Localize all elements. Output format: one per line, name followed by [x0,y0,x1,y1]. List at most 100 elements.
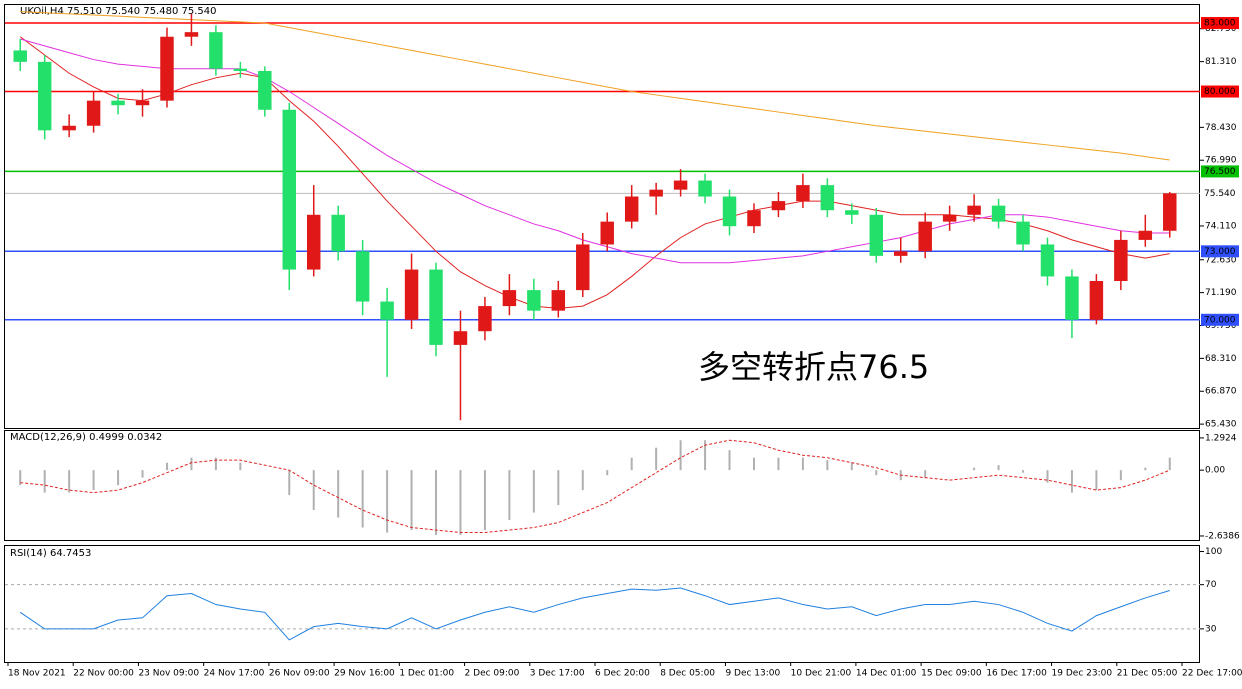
candle-body [258,70,272,110]
y-tick-label: 82.750 [1205,24,1237,34]
x-tick-label: 14 Dec 01:00 [856,669,917,679]
rsi-line [19,587,1170,641]
candle-body [380,301,394,320]
candle-body [1089,280,1104,320]
candle-body [86,100,101,126]
candle-body [478,306,492,332]
candle-body [331,214,345,252]
level-label-box [1201,17,1239,30]
x-tick-label: 23 Nov 09:00 [138,669,199,679]
x-tick-label: 10 Dec 21:00 [791,669,852,679]
candle-body [184,32,199,37]
moving-average [19,36,1170,309]
level-label-box [1201,85,1239,98]
x-tick-label: 29 Nov 16:00 [334,669,395,679]
candle-body [869,214,883,256]
y-tick-label: 0.00 [1205,466,1225,476]
price-pane [4,4,1200,429]
level-label: 80.000 [1204,87,1236,97]
candle-body [722,196,737,227]
x-tick-label: 16 Dec 17:00 [986,669,1047,679]
level-label: 83.000 [1204,19,1236,29]
y-tick-label: 76.990 [1205,156,1237,166]
x-tick-label: 1 Dec 01:00 [399,669,454,679]
y-tick-label: 100 [1205,547,1222,557]
candle-body [551,290,566,311]
signal-line [20,439,1170,534]
candle-body [111,100,125,106]
y-tick-label: 30 [1205,624,1217,634]
x-tick-label: 2 Dec 09:00 [465,669,520,679]
chart-title: UKOil,H4 75.510 75.540 75.480 75.540 [20,6,217,17]
candle-body [845,210,859,215]
candle-body [1016,221,1030,245]
rsi-title: RSI(14) 64.7453 [10,548,91,559]
candle-body [991,205,1006,222]
y-tick-label: -2.6386 [1205,531,1240,541]
y-tick-label: 68.310 [1205,354,1237,364]
moving-average [20,11,1170,161]
level-label-box [1201,165,1239,178]
candle-body [62,125,76,131]
candle-body [1065,276,1079,320]
y-tick-label: 69.750 [1205,321,1237,331]
candle-body [698,180,712,197]
candle-body [160,36,174,101]
y-tick-label: 78.430 [1205,123,1237,133]
level-label-box [1201,313,1239,326]
y-tick-label: 81.310 [1205,57,1237,67]
candle-body [942,214,957,222]
x-tick-label: 15 Dec 09:00 [921,669,982,679]
candle-body [233,68,248,71]
candle-body [624,196,639,222]
candle-body [13,50,27,62]
candle-body [37,61,52,131]
annotation: 多空转折点76.5 [698,348,929,386]
candle-body [135,100,150,106]
candle-body [649,189,663,197]
x-tick-label: 18 Nov 2021 [8,669,66,679]
candle-body [1114,239,1128,281]
candle-body [404,269,419,320]
candle-body [1138,230,1153,240]
x-tick-label: 22 Dec 17:00 [1182,669,1242,679]
y-tick-label: 70 [1205,580,1217,590]
candle-body [453,331,468,345]
candle-body [747,210,761,227]
candle-body [429,269,443,345]
candle-body [820,185,835,211]
y-tick-label: 72.630 [1205,255,1237,265]
level-label: 70.000 [1204,315,1236,325]
macd-pane [4,430,1200,541]
x-tick-label: 9 Dec 13:00 [725,669,780,679]
rsi-pane [4,545,1200,663]
candle-body [600,221,614,245]
candle-body [527,290,541,311]
candle-body [1040,244,1055,277]
level-label: 73.000 [1204,247,1236,257]
y-tick-label: 1.2924 [1205,433,1237,443]
x-tick-label: 6 Dec 20:00 [595,669,650,679]
level-label-box [1201,245,1239,258]
candle-body [894,251,908,256]
x-tick-label: 26 Nov 09:00 [269,669,330,679]
candle-body [502,290,517,307]
candle-body [209,32,223,69]
last-price-label: 75.540 [1204,189,1236,199]
x-tick-label: 24 Nov 17:00 [204,669,265,679]
y-tick-label: 66.870 [1205,387,1237,397]
x-tick-label: 22 Nov 00:00 [73,669,134,679]
x-tick-label: 3 Dec 17:00 [530,669,585,679]
candle-body [355,251,370,302]
candle-body [307,214,321,270]
candle-body [673,180,688,190]
x-tick-label: 8 Dec 05:00 [660,669,715,679]
candle-body [771,201,786,211]
macd-title: MACD(12,26,9) 0.4999 0.0342 [10,432,162,443]
level-label: 76.500 [1204,167,1236,177]
y-tick-label: 71.190 [1205,288,1237,298]
candle-body [967,205,981,215]
y-tick-label: 65.430 [1205,420,1237,430]
